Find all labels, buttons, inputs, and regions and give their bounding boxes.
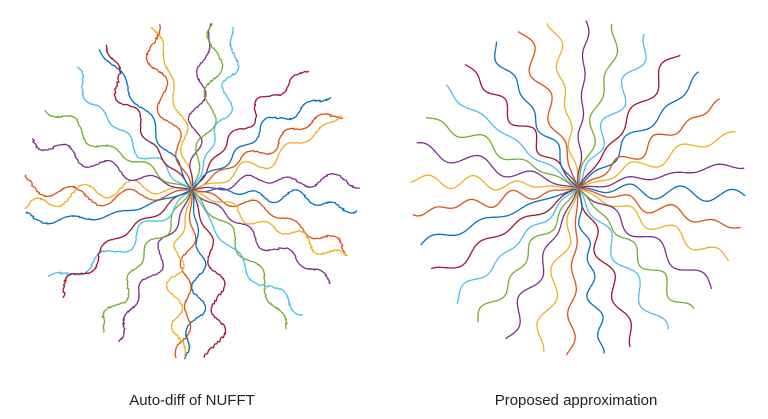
caption-proposed: Proposed approximation — [494, 392, 658, 409]
trajectory-spoke — [47, 189, 193, 277]
trajectory-spoke — [101, 189, 193, 333]
trajectory-spoke — [105, 44, 193, 191]
trajectory-spoke — [191, 189, 288, 330]
trajectory-spoke — [420, 187, 579, 246]
panel-autodiff: Auto-diff of NUFFT — [24, 22, 360, 409]
trajectory-spoke — [76, 66, 193, 191]
trajectory-spoke — [494, 41, 579, 189]
trajectory-spoke — [445, 84, 579, 189]
trajectory-spoke — [191, 26, 240, 191]
trajectory-spoke — [191, 189, 347, 257]
trajectory-spoke — [577, 187, 741, 229]
trajectory-spoke — [24, 179, 193, 210]
trajectory-spoke — [546, 23, 579, 189]
trajectory-spoke — [191, 113, 344, 191]
trajectory-spoke — [191, 187, 358, 214]
trajectory-spoke — [191, 189, 349, 257]
trajectory-spoke — [191, 189, 304, 316]
trajectory-spoke — [577, 187, 632, 348]
trajectory-spoke — [517, 31, 579, 189]
trajectory-spoke — [577, 187, 695, 310]
trajectory-spoke — [98, 48, 193, 191]
caption-autodiff: Auto-diff of NUFFT — [129, 392, 255, 409]
trajectory-spoke — [425, 116, 579, 189]
trajectory-spoke — [577, 20, 590, 188]
trajectory-spoke — [577, 71, 700, 189]
trajectory-spoke — [565, 187, 579, 356]
trajectory-spoke — [464, 63, 579, 189]
trajectory-spoke — [430, 187, 579, 270]
trajectory-spoke — [577, 23, 619, 189]
trajectory-spoke — [456, 187, 579, 305]
trajectory-spoke — [191, 189, 331, 285]
trajectory-spoke — [62, 189, 193, 299]
trajectory-spoke — [31, 138, 193, 191]
trajectory-spoke — [577, 187, 605, 354]
trajectory-spoke — [577, 163, 745, 189]
trajectory-spoke — [191, 96, 332, 191]
trajectory-spoke — [117, 189, 193, 343]
trajectory-spoke — [191, 173, 360, 191]
trajectory-spoke — [44, 109, 193, 191]
trajectory-plot-autodiff — [24, 22, 360, 360]
trajectory-spoke — [412, 187, 579, 217]
trajectory-spoke — [191, 189, 227, 358]
trajectory-spoke — [577, 187, 730, 262]
trajectory-spoke — [174, 190, 197, 359]
trajectory-spoke — [150, 27, 193, 191]
trajectory-spoke — [577, 183, 746, 202]
trajectory-spoke — [416, 141, 579, 189]
trajectory-spoke — [25, 189, 193, 225]
trajectory-spoke — [577, 187, 713, 290]
trajectory-spoke — [505, 187, 579, 340]
trajectory-spoke — [191, 115, 342, 191]
trajectory-spoke — [477, 187, 579, 323]
trajectory-spoke — [536, 187, 579, 353]
trajectory-spoke — [165, 189, 193, 358]
trajectory-spoke — [577, 33, 647, 189]
trajectory-spoke — [577, 98, 721, 189]
trajectory-spoke — [577, 187, 669, 330]
trajectory-spoke — [191, 70, 310, 191]
trajectory-spoke — [187, 22, 212, 191]
panel-proposed: Proposed approximation — [384, 0, 768, 419]
trajectory-plot-proposed — [410, 20, 746, 356]
trajectory-spoke — [577, 54, 681, 189]
trajectory-spoke — [24, 174, 192, 207]
trajectory-spoke — [183, 189, 207, 360]
trajectory-spoke — [145, 23, 193, 191]
trajectory-spoke — [191, 23, 224, 191]
trajectory-spoke — [410, 174, 578, 191]
trajectory-spoke — [577, 130, 736, 189]
